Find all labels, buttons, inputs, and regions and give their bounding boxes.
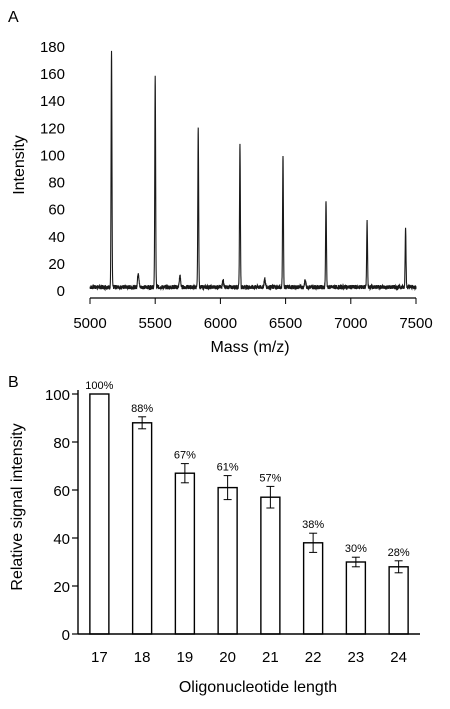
panel-a-label: A — [8, 9, 19, 26]
panel-b-bar-chart: B 0 20 40 60 80 100 100% 88% 67% 61% 57% 38% 30% 28%… — [8, 374, 420, 696]
bar-value-label: 38% — [302, 519, 324, 531]
panel-a-y-tick-label: 40 — [48, 229, 65, 246]
panel-a-x-tick-label: 6000 — [204, 315, 237, 332]
bar — [388, 566, 409, 635]
panel-a-y-tick-label: 20 — [48, 256, 65, 273]
panel-a-y-tick-label: 80 — [48, 175, 65, 192]
panel-b-axes-frame — [77, 390, 420, 635]
panel-b-x-tick-label: 18 — [134, 649, 151, 666]
bar — [345, 561, 367, 635]
panel-b-y-tick-label: 80 — [53, 435, 70, 452]
panel-a-y-tick-label: 100 — [40, 147, 65, 164]
panel-b-x-axis-title: Oligonucleotide length — [179, 679, 337, 696]
bar — [302, 542, 324, 635]
panel-a-y-tick-label: 140 — [40, 93, 65, 110]
panel-b-y-tick-label: 0 — [62, 627, 70, 644]
bar-value-label: 100% — [85, 380, 113, 392]
panel-b-label: B — [8, 374, 19, 391]
panel-b-y-axis: 0 20 40 60 80 100 — [45, 387, 78, 644]
panel-a-y-axis-title: Intensity — [11, 135, 28, 195]
bar-value-label: 61% — [217, 462, 239, 474]
panel-b-y-tick-label: 40 — [53, 531, 70, 548]
panel-a-y-tick-label: 160 — [40, 66, 65, 83]
panel-a-y-tick-label: 0 — [57, 283, 65, 300]
panel-a-x-tick-label: 7000 — [334, 315, 367, 332]
panel-b-y-tick-label: 60 — [53, 483, 70, 500]
panel-b-x-tick-label: 24 — [390, 649, 407, 666]
bar-value-label: 67% — [174, 450, 196, 462]
bar — [89, 393, 110, 635]
bar — [174, 472, 196, 635]
bar — [260, 496, 281, 635]
panel-a-x-axis: 5000 5500 6000 6500 7000 7500 — [73, 298, 433, 332]
bar-value-label: 88% — [131, 403, 153, 415]
panel-a-spectrum: A 0 20 40 60 80 100 120 140 160 180 5000 5500 6000 6… — [8, 9, 433, 356]
panel-a-x-tick-label: 5500 — [139, 315, 172, 332]
panel-a-y-tick-label: 120 — [40, 120, 65, 137]
bar-value-label: 57% — [259, 472, 281, 484]
panel-a-y-tick-label: 60 — [48, 202, 65, 219]
spectrum-trace — [89, 50, 417, 292]
panel-b-x-tick-label: 22 — [305, 649, 322, 666]
bar — [217, 486, 238, 635]
panel-a-y-tick-label: 180 — [40, 39, 65, 56]
panel-a-y-axis: 0 20 40 60 80 100 120 140 160 180 — [40, 39, 65, 300]
panel-b-y-tick-label: 100 — [45, 387, 70, 404]
panel-b-x-tick-label: 20 — [219, 649, 236, 666]
panel-b-y-axis-title: Relative signal intensity — [9, 423, 26, 590]
panel-b-x-tick-label: 21 — [262, 649, 279, 666]
panel-a-x-axis-title: Mass (m/z) — [210, 339, 289, 356]
panel-a-x-tick-label: 7500 — [399, 315, 432, 332]
panel-b-x-tick-label: 17 — [91, 649, 108, 666]
panel-a-x-tick-label: 5000 — [73, 315, 106, 332]
panel-b-bars: 100% 88% 67% 61% 57% 38% 30% 28% — [85, 380, 410, 635]
bar — [131, 422, 153, 635]
bar-value-label: 30% — [345, 543, 367, 555]
panel-b-x-tick-label: 23 — [348, 649, 365, 666]
panel-b-x-tick-label: 19 — [177, 649, 194, 666]
panel-b-y-tick-label: 20 — [53, 579, 70, 596]
panel-a-x-tick-label: 6500 — [269, 315, 302, 332]
panel-b-x-axis: 17 18 19 20 21 22 23 24 — [91, 649, 407, 666]
bar-value-label: 28% — [388, 547, 410, 559]
